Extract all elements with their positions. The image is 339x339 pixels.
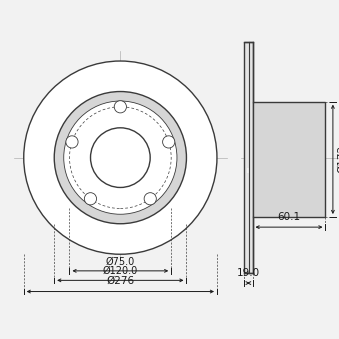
Polygon shape: [54, 92, 186, 224]
Circle shape: [163, 136, 175, 148]
Text: Ø172: Ø172: [337, 145, 339, 173]
Circle shape: [114, 101, 126, 113]
Circle shape: [84, 193, 97, 205]
Circle shape: [91, 128, 150, 187]
Bar: [247, 168, 250, 173]
Circle shape: [24, 61, 217, 254]
Text: Ø120.0: Ø120.0: [103, 266, 138, 276]
Circle shape: [66, 136, 78, 148]
Circle shape: [144, 193, 156, 205]
Text: 19.0: 19.0: [237, 268, 260, 278]
Bar: [244, 42, 253, 273]
Text: Ø276: Ø276: [106, 276, 134, 286]
Bar: [253, 102, 325, 217]
Text: 60.1: 60.1: [277, 213, 301, 222]
Text: Ø75.0: Ø75.0: [106, 257, 135, 266]
